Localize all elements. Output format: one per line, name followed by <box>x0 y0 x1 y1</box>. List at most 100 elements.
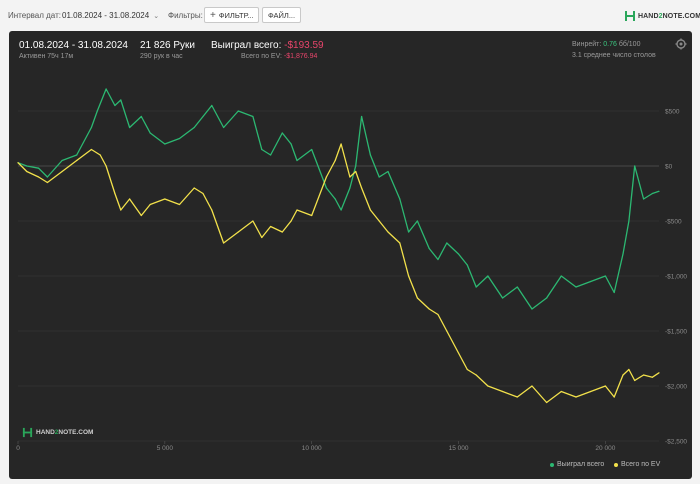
series-point-ev <box>193 187 195 189</box>
series-point-ev <box>475 374 477 376</box>
series-point-ev <box>340 143 342 145</box>
series-point-ev <box>560 390 562 393</box>
watermark-text: HAND2NOTE.COM <box>36 429 94 436</box>
series-point-won <box>46 176 48 178</box>
series-point-won <box>237 110 239 112</box>
series-point-ev <box>501 390 504 393</box>
series-point-won <box>378 176 380 178</box>
series-point-won <box>164 143 166 145</box>
gear-icon[interactable] <box>675 38 687 50</box>
file-button-label: ФАЙЛ... <box>268 10 296 20</box>
y-tick-label: -$2,000 <box>665 384 687 391</box>
series-point-won <box>120 99 122 101</box>
series-point-ev <box>90 148 93 151</box>
series-point-won <box>651 192 653 195</box>
series-point-ev <box>408 275 410 277</box>
file-button[interactable]: ФАЙЛ... <box>262 7 302 23</box>
series-point-ev <box>99 154 101 156</box>
series-point-won <box>428 247 430 250</box>
brand-logo: HAND2NOTE.COM <box>624 9 700 23</box>
series-point-ev <box>252 220 254 222</box>
profit-chart: $500 $0 -$500 -$1,000 -$1,500 -$2,000 -$2,500 0… <box>16 88 687 452</box>
x-tick-label: 15 000 <box>449 445 469 452</box>
series-point-ev <box>658 372 660 374</box>
series-point-won <box>590 280 592 283</box>
series-point-won <box>140 115 142 118</box>
series-point-ev <box>622 374 624 376</box>
series-point-won <box>211 104 213 107</box>
series-point-won <box>96 110 98 112</box>
series-point-ev <box>378 220 380 222</box>
series-point-ev <box>178 203 181 206</box>
series-point-ev <box>575 396 577 398</box>
series-point-won <box>658 190 660 192</box>
date-range-value: 01.08.2024 - 31.08.2024 <box>62 11 150 20</box>
series-point-won <box>340 209 342 211</box>
series-point-won <box>457 253 460 255</box>
series-point-won <box>349 187 351 189</box>
series-point-ev <box>387 231 389 233</box>
series-point-won <box>560 275 562 277</box>
series-point-won <box>575 286 577 288</box>
series-point-ev <box>416 297 419 299</box>
series-point-won <box>61 159 63 162</box>
series-point-ev <box>269 225 272 228</box>
filter-button[interactable]: + ФИЛЬТР... <box>204 7 260 23</box>
series-point-ev <box>202 192 204 195</box>
series-point-won <box>202 115 204 118</box>
series-point-won <box>290 143 292 145</box>
x-tick-label: 20 000 <box>595 445 615 452</box>
plus-icon: + <box>210 9 216 21</box>
hand2note-logo-icon <box>625 11 635 21</box>
winrate-value: 0.76 <box>603 41 617 48</box>
series-point-won <box>361 115 363 118</box>
summary-active-time: Активен 75ч 17м <box>19 53 74 60</box>
series-point-ev <box>222 242 225 244</box>
series-point-won <box>628 220 630 222</box>
legend-item-won[interactable]: Выиграл всего <box>550 461 604 468</box>
series-point-ev <box>281 231 283 233</box>
summary-winrate: Винрейт: 0.76 бб/100 <box>572 41 640 48</box>
hand2note-watermark-icon <box>22 427 33 438</box>
series-point-ev <box>428 308 430 310</box>
series-point-ev <box>634 379 636 382</box>
series-point-won <box>416 220 419 222</box>
watermark-logo: HAND2NOTE.COM <box>22 427 93 438</box>
ev-value: -$1,876.94 <box>283 53 318 60</box>
filters-label: Фильтры: <box>168 11 203 20</box>
series-point-ev <box>651 376 653 378</box>
series-point-won <box>149 132 151 134</box>
series-point-ev <box>114 192 116 195</box>
series-point-won <box>446 242 448 244</box>
series-point-won <box>466 264 468 266</box>
series-point-ev <box>604 385 606 387</box>
date-range-picker[interactable]: 01.08.2024 - 31.08.2024 ⌄ <box>62 9 159 22</box>
winrate-label: Винрейт: <box>572 41 602 48</box>
y-tick-label: $500 <box>665 109 680 116</box>
series-point-won <box>399 198 401 200</box>
won-label: Выиграл всего: <box>211 40 282 51</box>
won-value: -$193.59 <box>284 40 324 51</box>
series-point-ev <box>311 214 313 217</box>
y-tick-label: $0 <box>665 164 673 171</box>
series-point-won <box>222 126 225 129</box>
series-point-ev <box>446 330 448 332</box>
legend-item-ev[interactable]: Всего по EV <box>614 461 660 468</box>
series-point-ev <box>61 170 63 173</box>
series-point-won <box>281 132 283 134</box>
series-point-ev <box>531 385 533 387</box>
series-point-ev <box>37 176 40 178</box>
series-point-ev <box>369 209 372 211</box>
series-point-ev <box>325 176 327 178</box>
filter-button-label: ФИЛЬТР... <box>218 10 254 20</box>
series-point-won <box>604 275 606 277</box>
series-point-won <box>642 198 645 200</box>
series-line-ev <box>17 143 660 404</box>
brand-logo-text: HAND2NOTE.COM <box>638 12 700 20</box>
series-point-ev <box>334 159 336 162</box>
series-point-ev <box>120 209 122 211</box>
series-point-won <box>105 88 107 90</box>
series-point-ev <box>361 187 363 189</box>
chevron-down-icon: ⌄ <box>153 12 160 20</box>
series-point-won <box>178 137 181 140</box>
